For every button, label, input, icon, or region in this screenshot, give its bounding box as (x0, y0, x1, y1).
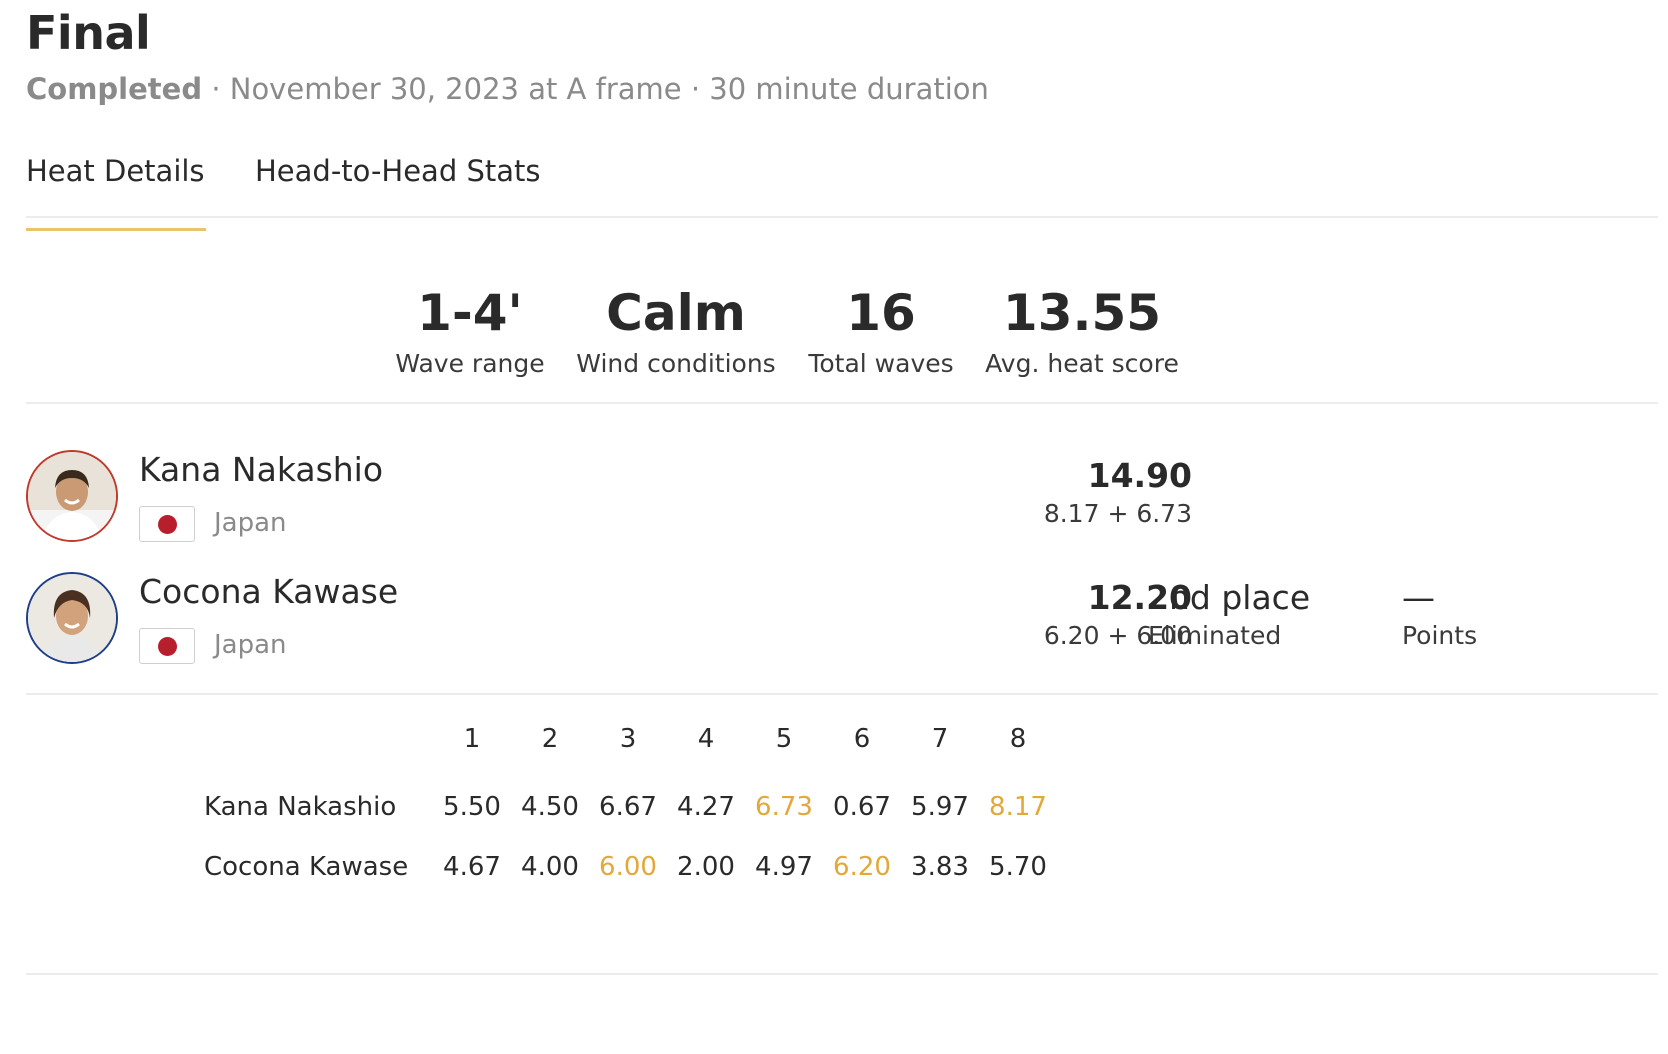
active-tab-indicator (26, 228, 206, 231)
stat-label: Avg. heat score (985, 349, 1179, 378)
wave-score-cell: 4.97 (755, 852, 813, 882)
stat-value: Calm (606, 284, 746, 342)
surfer-name[interactable]: Kana Nakashio (139, 450, 384, 489)
surfer-row[interactable]: Kana Nakashio Japan 14.90 8.17 + 6.73 (26, 450, 1658, 550)
surfer-placement: 2nd place Eliminated (1148, 578, 1310, 650)
wave-column-header: 8 (1009, 724, 1027, 754)
wave-score-cell: 4.50 (521, 792, 579, 822)
wave-column-header: 5 (775, 724, 793, 754)
tabs-divider (26, 216, 1658, 218)
tab-heat-details[interactable]: Heat Details (26, 154, 205, 188)
heat-status: Completed (26, 72, 203, 106)
heat-stats: 1-4' Wave range Calm Wind conditions 16 … (26, 285, 1658, 395)
surfer-row[interactable]: Cocona Kawase Japan 12.20 6.20 + 6.00 2n… (26, 572, 1658, 672)
wave-score-cell: 8.17 (989, 792, 1047, 822)
heat-details-page: Final Completed · November 30, 2023 at A… (26, 0, 1658, 1054)
place-label: 2nd place (1148, 578, 1311, 617)
wave-score-cell: 5.97 (911, 792, 969, 822)
result-label: Eliminated (1148, 621, 1282, 650)
heat-total: 14.90 (1087, 456, 1192, 495)
surfer-points: — Points (1402, 578, 1477, 650)
wave-column-header: 4 (697, 724, 715, 754)
points-value: — (1402, 578, 1435, 617)
wave-score-cell: 6.67 (599, 792, 657, 822)
surfer-country: Japan (214, 630, 287, 660)
counting-waves: 6.20 + 6.00 (1043, 621, 1192, 650)
stat-label: Wind conditions (576, 349, 776, 378)
stats-divider (26, 402, 1658, 404)
stat-value: 1-4' (417, 284, 523, 342)
points-label: Points (1402, 621, 1478, 650)
wave-column-header: 7 (931, 724, 949, 754)
japan-flag-icon (139, 506, 195, 542)
wave-score-cell: 4.27 (677, 792, 735, 822)
avatar (26, 572, 118, 664)
avatar (26, 450, 118, 542)
wave-score-cell: 4.00 (521, 852, 579, 882)
wave-row-surfer-name: Cocona Kawase (204, 852, 409, 882)
wave-score-cell: 6.20 (833, 852, 891, 882)
wave-column-header: 1 (463, 724, 481, 754)
surfers-divider (26, 693, 1658, 695)
wave-score-cell: 2.00 (677, 852, 735, 882)
table-divider (26, 973, 1658, 975)
tab-bar: Heat Details Head-to-Head Stats (26, 154, 1658, 232)
stat-label: Total waves (808, 349, 954, 378)
counting-waves: 8.17 + 6.73 (1043, 499, 1192, 528)
wave-score-cell: 5.50 (443, 792, 501, 822)
wave-column-header: 2 (541, 724, 559, 754)
stat-label: Wave range (395, 349, 545, 378)
wave-column-header: 6 (853, 724, 871, 754)
wave-column-header: 3 (619, 724, 637, 754)
surfer-score: 14.90 8.17 + 6.73 (1044, 456, 1192, 528)
heat-title: Final (26, 6, 151, 60)
tab-head-to-head-stats[interactable]: Head-to-Head Stats (255, 154, 541, 188)
stat-value: 16 (846, 284, 916, 342)
wave-score-cell: 6.73 (755, 792, 813, 822)
surfer-score: 12.20 6.20 + 6.00 (1044, 578, 1192, 650)
stat-total-waves: 16 Total waves (808, 285, 953, 378)
wave-score-cell: 4.67 (443, 852, 501, 882)
wave-score-cell: 0.67 (833, 792, 891, 822)
heat-subtitle: Completed · November 30, 2023 at A frame… (26, 72, 989, 106)
heat-details-text: · November 30, 2023 at A frame · 30 minu… (211, 72, 989, 106)
stat-wind-conditions: Calm Wind conditions (576, 285, 775, 378)
surfer-country: Japan (214, 508, 287, 538)
stat-avg-heat-score: 13.55 Avg. heat score (985, 285, 1179, 378)
japan-flag-icon (139, 628, 195, 664)
surfer-name[interactable]: Cocona Kawase (139, 572, 399, 611)
stat-value: 13.55 (1002, 284, 1162, 342)
wave-row-surfer-name: Kana Nakashio (204, 792, 397, 822)
heat-total: 12.20 (1087, 578, 1192, 617)
wave-score-cell: 6.00 (599, 852, 657, 882)
wave-scores-table: 1 2 3 4 5 6 7 8 Kana Nakashio 5.50 4.50 6.67 4.27 6.7… (26, 724, 1658, 904)
wave-score-cell: 5.70 (989, 852, 1047, 882)
stat-wave-range: 1-4' Wave range (395, 285, 544, 378)
wave-score-cell: 3.83 (911, 852, 969, 882)
